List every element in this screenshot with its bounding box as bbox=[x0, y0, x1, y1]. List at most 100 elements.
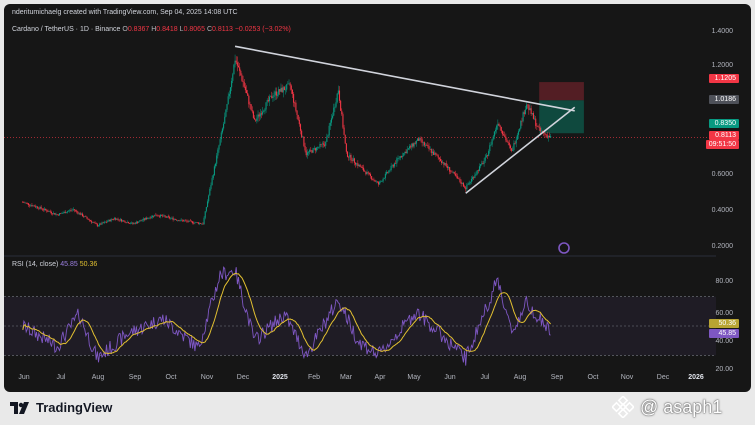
candle-body bbox=[119, 219, 121, 221]
candle-body bbox=[255, 119, 257, 121]
candle-body bbox=[384, 173, 386, 179]
rsi-ma-value: 50.36 bbox=[79, 261, 98, 268]
candle-body bbox=[77, 211, 79, 214]
candle-body bbox=[216, 155, 218, 164]
candle-body bbox=[198, 223, 201, 224]
candle-body bbox=[153, 215, 155, 217]
candle-body bbox=[285, 89, 287, 91]
candle-body bbox=[108, 219, 110, 222]
candle-body bbox=[273, 95, 275, 97]
candle-body bbox=[509, 145, 512, 149]
candle-body bbox=[484, 157, 486, 161]
candle-body bbox=[350, 154, 352, 161]
candle-body bbox=[322, 143, 324, 145]
time-axis-label: Mar bbox=[339, 374, 353, 381]
candle-body bbox=[219, 139, 221, 146]
low-value: 0.8065 bbox=[183, 26, 205, 33]
candle-body bbox=[394, 163, 396, 167]
time-axis-label: Jul bbox=[56, 374, 66, 381]
candle-body bbox=[276, 94, 279, 96]
candle-body bbox=[165, 216, 167, 218]
candle-body bbox=[425, 144, 427, 146]
candle-body bbox=[506, 140, 508, 142]
candle-body bbox=[278, 89, 280, 95]
candle-body bbox=[203, 217, 205, 225]
candle-body bbox=[312, 148, 314, 153]
candle-body bbox=[114, 218, 116, 220]
candle-body bbox=[519, 128, 521, 132]
candle-body bbox=[48, 211, 50, 213]
candle-body bbox=[318, 146, 320, 148]
chart-canvas[interactable] bbox=[4, 4, 751, 392]
candle-body bbox=[26, 202, 28, 204]
candle-body bbox=[182, 220, 184, 222]
candle-body bbox=[369, 173, 372, 177]
candle-body bbox=[220, 132, 222, 140]
candle-body bbox=[150, 217, 152, 219]
candle-body bbox=[524, 109, 526, 115]
candle-body bbox=[118, 219, 120, 221]
candle-body bbox=[154, 214, 156, 217]
candle-body bbox=[44, 208, 46, 210]
candle-body bbox=[260, 113, 263, 115]
candle-body bbox=[252, 111, 254, 118]
candle-body bbox=[65, 212, 67, 214]
candle-body bbox=[96, 224, 98, 227]
candle-body bbox=[357, 163, 359, 167]
candle-body bbox=[326, 136, 328, 142]
candle-body bbox=[439, 158, 442, 162]
candle-body bbox=[334, 106, 336, 108]
candle-body bbox=[73, 209, 75, 211]
candle-body bbox=[459, 178, 461, 182]
candle-body bbox=[368, 172, 370, 174]
candle-body bbox=[40, 206, 42, 209]
candle-body bbox=[328, 125, 330, 136]
candle-body bbox=[94, 222, 96, 224]
candle-body bbox=[209, 188, 211, 196]
time-axis-label: Apr bbox=[374, 374, 386, 381]
candle-body bbox=[109, 219, 111, 222]
candle-body bbox=[60, 213, 62, 214]
candle-body bbox=[450, 171, 452, 173]
candle-body bbox=[27, 203, 30, 206]
candle-body bbox=[513, 143, 515, 150]
candle-body bbox=[380, 181, 382, 182]
candle-body bbox=[149, 217, 151, 219]
rsi-label: RSI (14, close) bbox=[12, 261, 59, 268]
candle-body bbox=[134, 223, 136, 224]
candle-body bbox=[99, 223, 101, 226]
candle-body bbox=[151, 215, 153, 218]
candle-body bbox=[340, 100, 342, 111]
risk-zone bbox=[539, 82, 584, 101]
candle-body bbox=[532, 113, 534, 119]
candle-body bbox=[527, 104, 529, 106]
candle-body bbox=[159, 214, 162, 217]
candle-body bbox=[236, 62, 238, 66]
candle-body bbox=[102, 222, 104, 224]
candle-body bbox=[155, 214, 157, 216]
candle-body bbox=[298, 119, 300, 125]
change-value: −0.0253 (−3.02%) bbox=[234, 26, 291, 33]
candle-body bbox=[35, 206, 38, 208]
candle-body bbox=[241, 75, 243, 81]
candle-body bbox=[485, 155, 487, 158]
candle-body bbox=[475, 173, 477, 176]
price-axis-label: 1.2000 bbox=[711, 62, 733, 69]
candle-body bbox=[186, 220, 188, 222]
candle-body bbox=[468, 182, 470, 185]
chart-frame[interactable]: nderitumichaelg created with TradingView… bbox=[4, 4, 751, 392]
candle-body bbox=[389, 169, 391, 171]
candle-body bbox=[482, 163, 484, 164]
candle-body bbox=[496, 125, 498, 130]
candle-body bbox=[422, 142, 424, 143]
candle-body bbox=[491, 139, 493, 145]
candle-body bbox=[235, 60, 237, 63]
rsi-axis-label: 20.00 bbox=[715, 366, 733, 373]
time-axis-label: 2026 bbox=[688, 374, 704, 381]
candle-body bbox=[84, 216, 86, 217]
candle-body bbox=[464, 186, 466, 188]
candle-body bbox=[50, 212, 53, 214]
candle-body bbox=[95, 223, 97, 225]
time-axis-label: Oct bbox=[165, 374, 177, 381]
tradingview-logo[interactable]: TradingView bbox=[10, 400, 112, 415]
